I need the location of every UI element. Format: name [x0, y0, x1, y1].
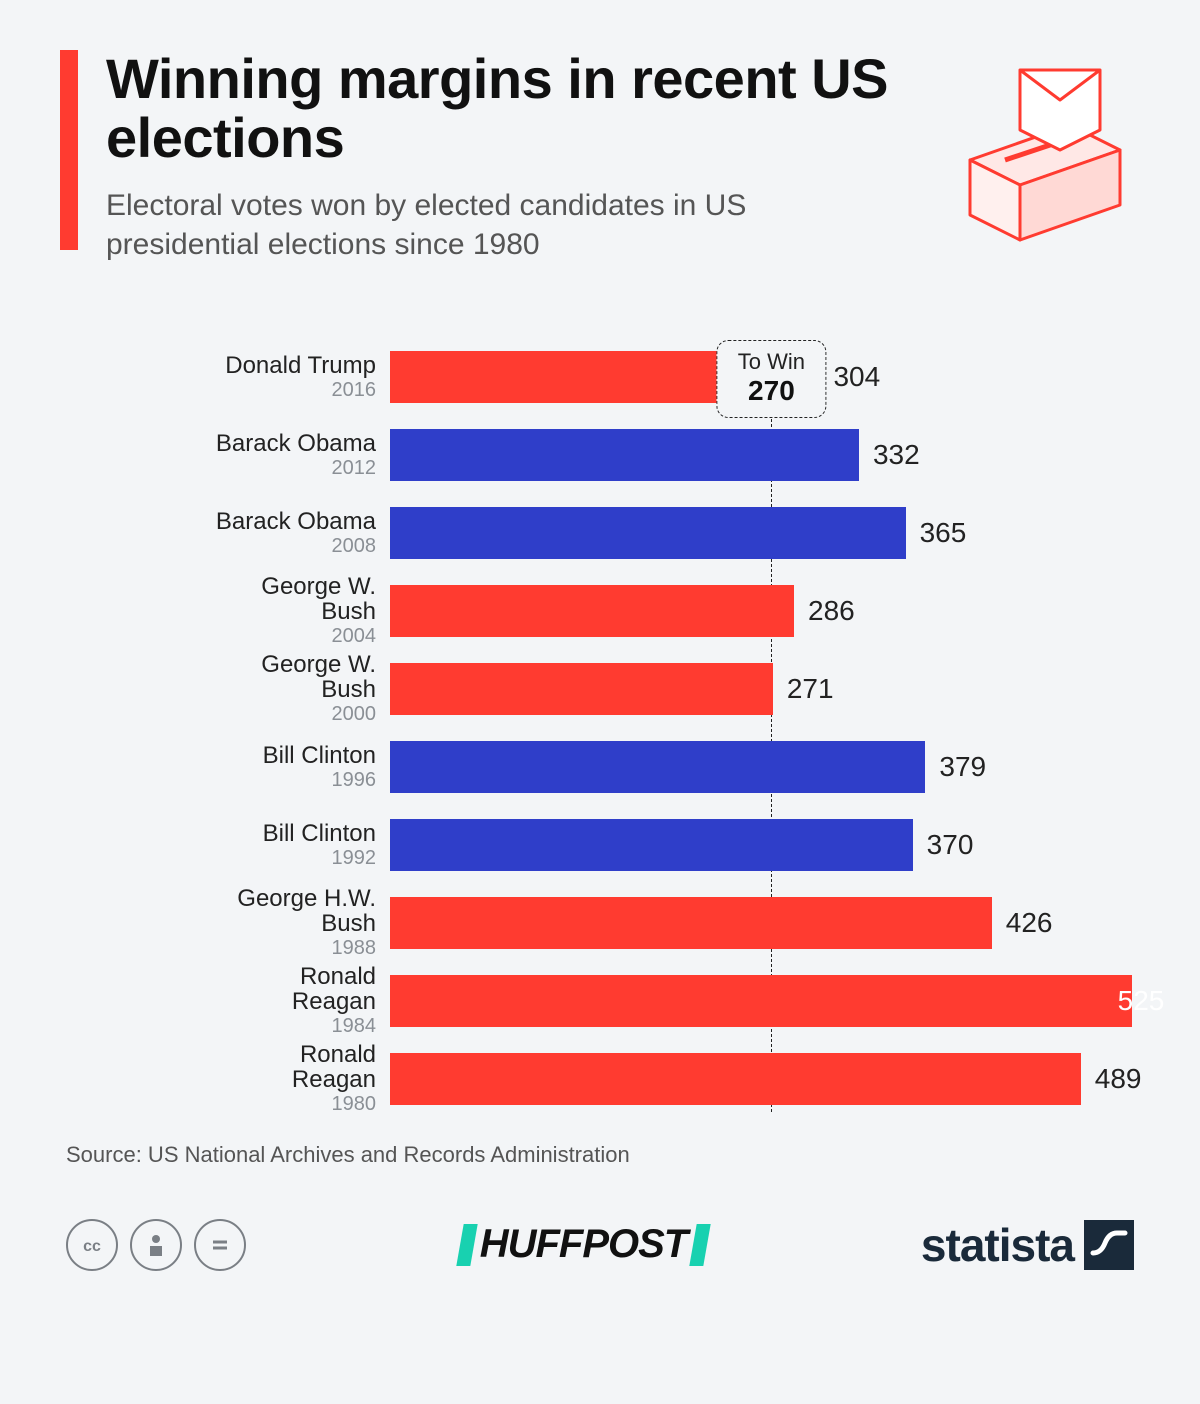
bar-track: 379	[390, 741, 1090, 793]
row-labels: Barack Obama2008	[210, 509, 390, 557]
bar-track: 525	[390, 975, 1090, 1027]
chart-row: Ronald Reagan1980489	[210, 1046, 1090, 1112]
bar	[390, 975, 1132, 1027]
row-labels: Bill Clinton1992	[210, 821, 390, 869]
bar	[390, 741, 925, 793]
election-year: 2000	[210, 704, 376, 725]
huffpost-bar-right	[690, 1224, 711, 1266]
bar-track: 332	[390, 429, 1090, 481]
footer: cc HUFFPOST statista	[60, 1218, 1140, 1272]
bar-track: 365	[390, 507, 1090, 559]
to-win-label: To Win	[738, 349, 805, 375]
candidate-name: Barack Obama	[210, 509, 376, 534]
row-labels: Bill Clinton1996	[210, 743, 390, 791]
bar-track: 489	[390, 1053, 1090, 1105]
chart-row: Donald Trump2016 304	[210, 344, 1090, 410]
bar	[390, 429, 859, 481]
election-year: 1980	[210, 1094, 376, 1115]
candidate-name: George W. Bush	[210, 652, 376, 702]
chart-row: George H.W. Bush1988426	[210, 890, 1090, 956]
election-year: 1992	[210, 848, 376, 869]
chart-row: Barack Obama2008 365	[210, 500, 1090, 566]
election-year: 2004	[210, 626, 376, 647]
bar-track: 286	[390, 585, 1090, 637]
election-year: 2016	[210, 380, 376, 401]
row-labels: Barack Obama2012	[210, 431, 390, 479]
bar	[390, 663, 773, 715]
value-label: 370	[927, 829, 974, 861]
candidate-name: Donald Trump	[210, 353, 376, 378]
ballot-box-icon	[930, 50, 1140, 260]
value-label: 304	[833, 361, 880, 393]
row-labels: George W. Bush2004	[210, 574, 390, 647]
candidate-name: Barack Obama	[210, 431, 376, 456]
value-label: 426	[1006, 907, 1053, 939]
row-labels: Ronald Reagan1980	[210, 1042, 390, 1115]
value-label: 489	[1095, 1063, 1142, 1095]
accent-bar	[60, 50, 78, 250]
bar-track: 426	[390, 897, 1090, 949]
chart-area: Donald Trump2016304Barack Obama2012332Ba…	[210, 344, 1090, 1112]
row-labels: George H.W. Bush1988	[210, 886, 390, 959]
value-label: 332	[873, 439, 920, 471]
bar-track: 271	[390, 663, 1090, 715]
statista-wave-icon	[1084, 1220, 1134, 1270]
bar	[390, 819, 913, 871]
election-year: 1996	[210, 770, 376, 791]
chart-row: George W. Bush2000271	[210, 656, 1090, 722]
chart-row: Bill Clinton1992 370	[210, 812, 1090, 878]
to-win-value: 270	[738, 375, 805, 407]
svg-text:cc: cc	[83, 1238, 101, 1255]
bar-track: 370	[390, 819, 1090, 871]
candidate-name: George H.W. Bush	[210, 886, 376, 936]
header: Winning margins in recent US elections E…	[60, 50, 1140, 264]
election-year: 1984	[210, 1016, 376, 1037]
chart-row: Barack Obama2012 332	[210, 422, 1090, 488]
bar	[390, 507, 906, 559]
election-year: 2012	[210, 458, 376, 479]
value-label: 365	[920, 517, 967, 549]
candidate-name: Bill Clinton	[210, 743, 376, 768]
cc-icon: cc	[66, 1219, 118, 1271]
candidate-name: George W. Bush	[210, 574, 376, 624]
chart-row: Ronald Reagan1984525	[210, 968, 1090, 1034]
by-icon	[130, 1219, 182, 1271]
candidate-name: Ronald Reagan	[210, 1042, 376, 1092]
value-label: 379	[939, 751, 986, 783]
nd-icon	[194, 1219, 246, 1271]
statista-text: statista	[921, 1218, 1074, 1272]
value-label: 286	[808, 595, 855, 627]
statista-logo: statista	[921, 1218, 1134, 1272]
chart-row: George W. Bush2004286	[210, 578, 1090, 644]
huffpost-logo: HUFFPOST	[460, 1222, 708, 1267]
value-label: 271	[787, 673, 834, 705]
license-icons: cc	[66, 1219, 246, 1271]
row-labels: Ronald Reagan1984	[210, 964, 390, 1037]
row-labels: George W. Bush2000	[210, 652, 390, 725]
candidate-name: Bill Clinton	[210, 821, 376, 846]
huffpost-text: HUFFPOST	[480, 1222, 688, 1267]
to-win-badge: To Win 270	[717, 340, 826, 418]
row-labels: Donald Trump2016	[210, 353, 390, 401]
bar	[390, 897, 992, 949]
election-year: 2008	[210, 536, 376, 557]
page-title: Winning margins in recent US elections	[106, 50, 920, 168]
candidate-name: Ronald Reagan	[210, 964, 376, 1014]
header-text: Winning margins in recent US elections E…	[106, 50, 920, 264]
bar	[390, 585, 794, 637]
chart-row: Bill Clinton1996 379	[210, 734, 1090, 800]
election-year: 1988	[210, 938, 376, 959]
huffpost-bar-left	[456, 1224, 477, 1266]
bar	[390, 1053, 1081, 1105]
page-subtitle: Electoral votes won by elected candidate…	[106, 186, 826, 264]
chart: To Win 270 Donald Trump2016 304 Barack Oba…	[60, 344, 1140, 1112]
source-text: Source: US National Archives and Records…	[66, 1142, 1140, 1168]
